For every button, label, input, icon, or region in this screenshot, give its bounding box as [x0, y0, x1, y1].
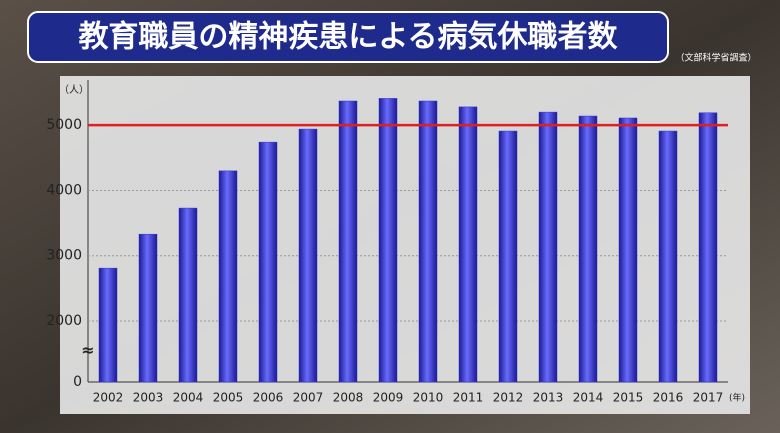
- bar: [98, 267, 118, 383]
- bar: [538, 111, 558, 383]
- bar: [618, 117, 638, 383]
- x-tick-label: 2014: [573, 391, 604, 405]
- x-tick-label: 2016: [653, 391, 684, 405]
- x-unit: (年): [729, 392, 745, 404]
- x-tick-label: 2011: [453, 391, 484, 405]
- title-box: [27, 11, 669, 63]
- x-tick-label: 2005: [213, 391, 244, 405]
- x-tick-label: 2003: [133, 391, 164, 405]
- y-tick-label: 4000: [46, 182, 82, 198]
- bar: [658, 130, 678, 383]
- bar: [218, 170, 238, 383]
- x-tick-label: 2002: [93, 391, 124, 405]
- x-tick-label: 2012: [493, 391, 524, 405]
- bar: [458, 106, 478, 383]
- x-tick-label: 2006: [253, 391, 284, 405]
- y-unit: （人）: [59, 84, 89, 96]
- y-tick-label: 2000: [46, 313, 82, 329]
- bar: [298, 128, 318, 383]
- x-tick-label: 2017: [693, 391, 724, 405]
- y-tick-label: 3000: [46, 248, 82, 264]
- chart-title: 教育職員の精神疾患による病気休職者数: [78, 20, 618, 55]
- axis-break: ≈: [81, 341, 94, 360]
- y-tick-label: 0: [73, 374, 82, 390]
- x-tick-label: 2004: [173, 391, 204, 405]
- source: （文部科学省調査）: [675, 52, 756, 64]
- x-tick-label: 2010: [413, 391, 444, 405]
- bar: [338, 100, 358, 383]
- plot-panel: [60, 76, 750, 414]
- bar: [138, 233, 158, 383]
- bar: [498, 130, 518, 383]
- x-tick-label: 2015: [613, 391, 644, 405]
- x-tick-label: 2009: [373, 391, 404, 405]
- bar: [698, 112, 718, 383]
- bar: [178, 207, 198, 383]
- x-tick-label: 2007: [293, 391, 324, 405]
- bar: [378, 98, 398, 383]
- bar: [578, 115, 598, 383]
- bar: [258, 141, 278, 383]
- bar: [418, 100, 438, 383]
- x-tick-label: 2013: [533, 391, 564, 405]
- y-tick-label: 5000: [46, 117, 82, 133]
- x-tick-label: 2008: [333, 391, 364, 405]
